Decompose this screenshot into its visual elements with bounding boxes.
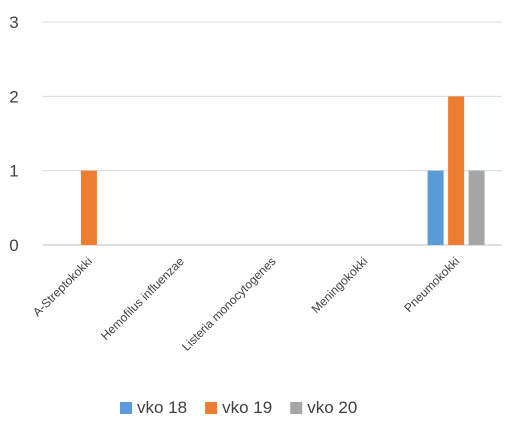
x-tick-label: Pneumokokki [401,254,462,315]
y-tick-label: 2 [9,87,18,106]
legend-label: vko 20 [307,398,357,417]
legend-swatch-vko-18 [120,402,132,414]
legend-label: vko 18 [137,398,187,417]
y-axis-ticks: 0 1 2 3 [9,13,18,255]
legend-label: vko 19 [222,398,272,417]
x-tick-label: Hemofilus influenzae [98,254,187,343]
legend-swatch-vko-20 [290,402,303,414]
bar-vko-19-4 [448,96,465,245]
legend: vko 18 vko 19 vko 20 [120,398,357,417]
legend-swatch-vko-19 [205,402,218,414]
gridlines [43,21,502,246]
bar-vko-20-4 [468,170,485,245]
y-tick-label: 3 [9,13,18,32]
x-tick-label: Meningokokki [309,254,371,316]
y-tick-label: 0 [9,236,18,255]
bar-vko-18-4 [427,170,444,245]
y-tick-label: 1 [9,162,18,181]
x-tick-label: Listeria monocytogenes [179,254,279,354]
x-axis-labels: A-Streptokokki Hemofilus influenzaeLister… [30,254,462,354]
bar-vko-19-0 [80,170,97,245]
bars [80,96,485,245]
x-tick-label: A-Streptokokki [30,254,95,319]
